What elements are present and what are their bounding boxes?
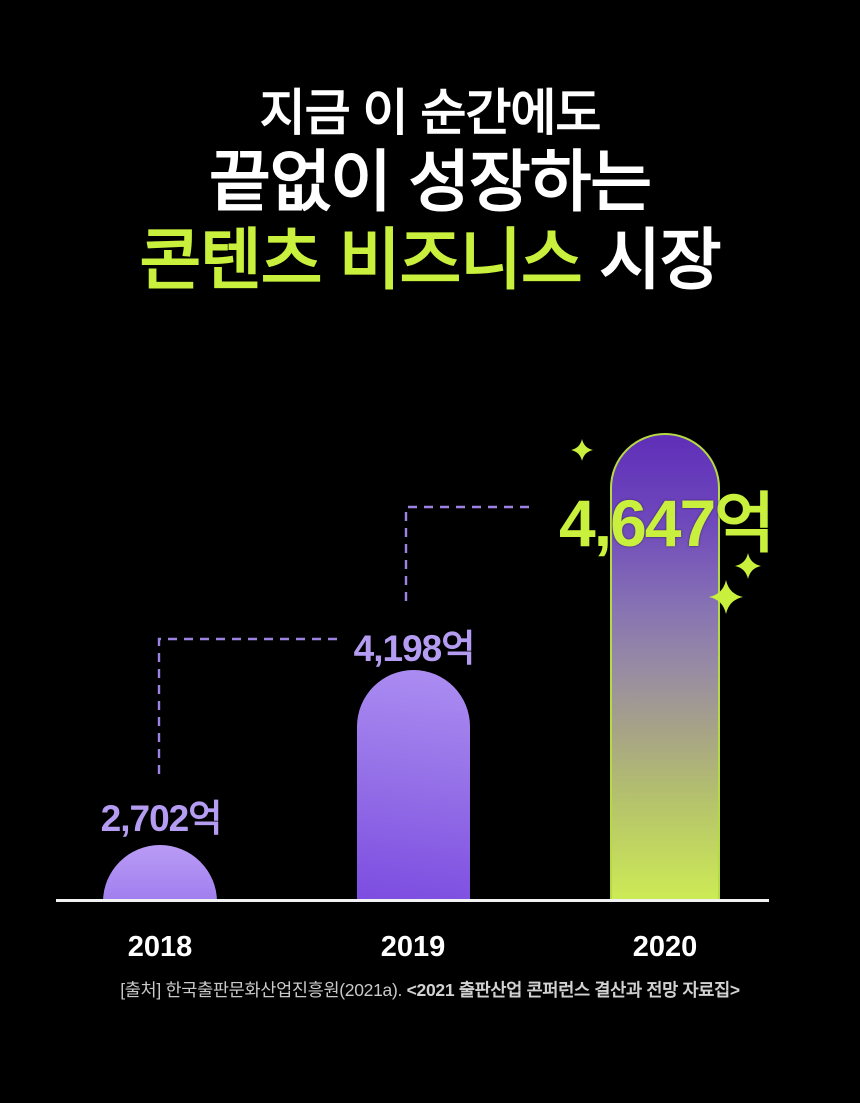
value-label-2018: 2,702억 [100, 798, 223, 839]
category-label-2020: 2020 [632, 931, 698, 963]
page-title: 지금 이 순간에도 끝없이 성장하는 콘텐츠 비즈니스 시장 [0, 82, 860, 300]
title-line-1: 지금 이 순간에도 [259, 85, 602, 141]
category-label-2019: 2019 [380, 931, 446, 963]
bar-2020 [610, 433, 720, 902]
source-citation: [출처] 한국출판문화산업진흥원(2021a). <2021 출판산업 콘퍼런스… [0, 977, 860, 1002]
sparkle-icon [571, 439, 593, 461]
bar-2019 [357, 670, 470, 902]
title-highlight-text: 콘텐츠 비즈니스 [139, 223, 582, 298]
value-label-2019: 4,198억 [353, 628, 476, 669]
x-axis-line [56, 899, 769, 902]
category-label-2018: 2018 [127, 931, 193, 963]
connector-2019-to-2020 [404, 505, 532, 601]
title-line-3-rest: 시장 [581, 223, 721, 298]
source-prefix: [출처] 한국출판문화산업진흥원(2021a). [120, 980, 407, 1000]
source-emphasis: <2021 출판산업 콘퍼런스 결산과 전망 자료집> [406, 980, 740, 1000]
bar-2018 [103, 845, 217, 902]
title-line-3: 콘텐츠 비즈니스 시장 [0, 222, 860, 300]
value-label-2020: 4,647억 [559, 486, 775, 560]
title-line-2: 끝없이 성장하는 [208, 145, 652, 220]
